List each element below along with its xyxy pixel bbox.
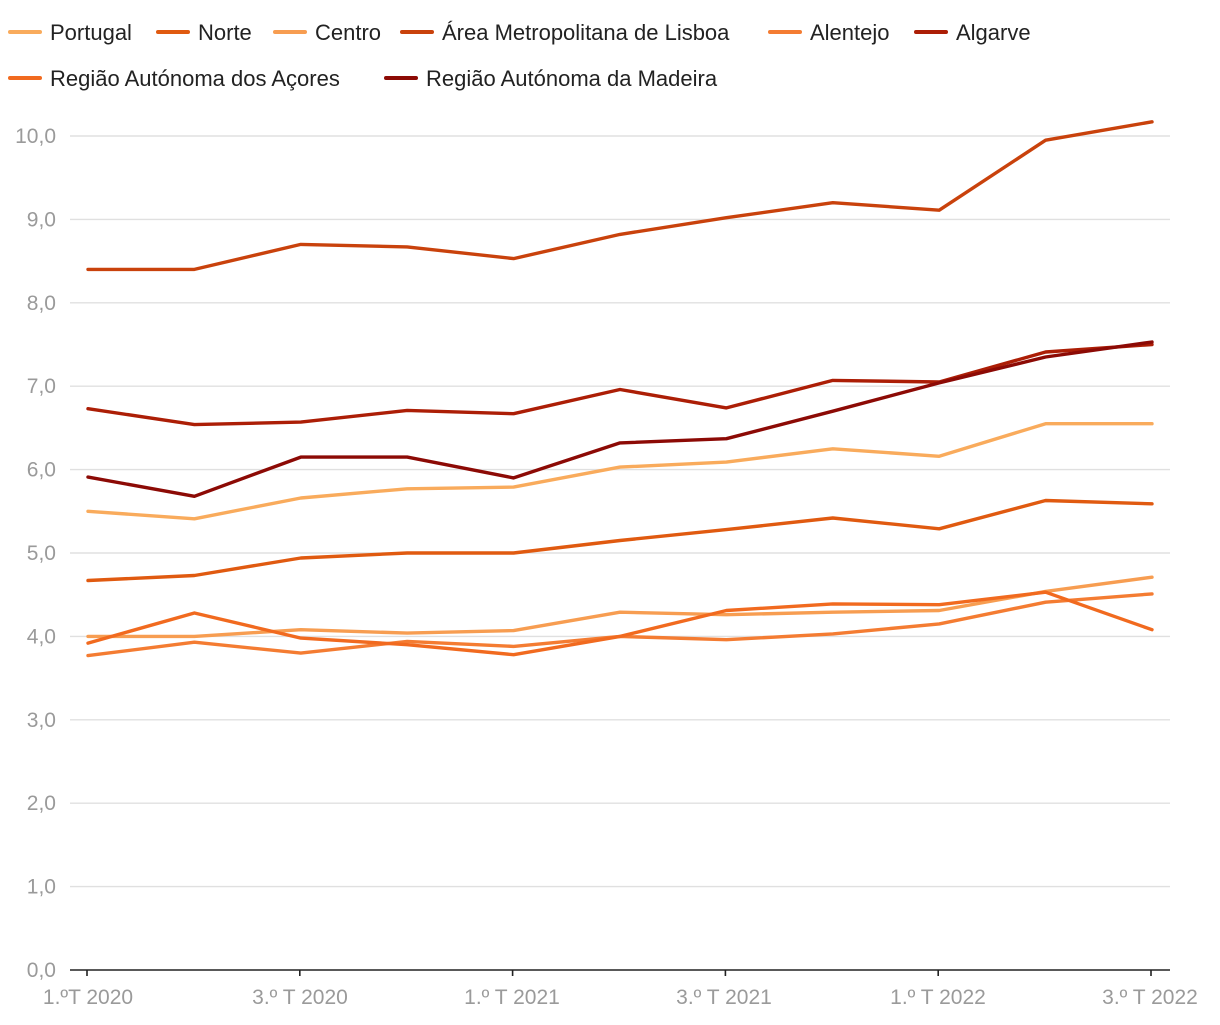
- legend-label: Área Metropolitana de Lisboa: [442, 20, 730, 45]
- x-tick-label: 3.º T 2022: [1102, 986, 1198, 1009]
- y-axis: 0,0 1,0 2,0 3,0 4,0 5,0 6,0 7,0 8,0 9,0 10,0: [15, 125, 56, 982]
- series-group: [86, 120, 1154, 658]
- y-tick-label: 4,0: [27, 625, 56, 648]
- y-tick-label: 1,0: [27, 876, 56, 899]
- x-tick-label: 1.ºT 2020: [43, 986, 133, 1009]
- x-axis: 1.ºT 2020 3.º T 2020 1.º T 2021 3.º T 2021 1…: [43, 969, 1198, 1009]
- legend-label: Região Autónoma da Madeira: [426, 66, 718, 91]
- legend-label: Centro: [315, 20, 381, 45]
- y-tick-label: 9,0: [27, 208, 56, 231]
- series-line-2: [86, 498, 1154, 583]
- legend-item-8[interactable]: Região Autónoma da Madeira: [384, 66, 718, 91]
- series-line-6: [86, 342, 1154, 427]
- series-line-8: [86, 340, 1154, 498]
- y-tick-label: 6,0: [27, 459, 56, 482]
- y-tick-label: 8,0: [27, 292, 56, 315]
- y-tick-label: 7,0: [27, 375, 56, 398]
- y-tick-label: 0,0: [27, 959, 56, 982]
- legend-label: Portugal: [50, 20, 132, 45]
- series-line-1: [86, 422, 1154, 521]
- grid: [70, 135, 1170, 888]
- legend-label: Algarve: [956, 20, 1031, 45]
- x-tick-label: 1.º T 2021: [464, 986, 560, 1009]
- series-line-7: [86, 590, 1154, 657]
- series-line-4: [86, 120, 1154, 272]
- x-tick-label: 3.º T 2021: [676, 986, 772, 1009]
- legend-item-6[interactable]: Algarve: [914, 20, 1031, 45]
- y-tick-label: 2,0: [27, 792, 56, 815]
- legend-item-3[interactable]: Centro: [273, 20, 381, 45]
- legend: Portugal Norte Centro Área Metropolitana de…: [8, 20, 1031, 91]
- legend-label: Alentejo: [810, 20, 890, 45]
- x-tick-label: 3.º T 2020: [252, 986, 348, 1009]
- y-tick-label: 10,0: [15, 125, 56, 148]
- legend-item-4[interactable]: Área Metropolitana de Lisboa: [400, 20, 730, 45]
- legend-label: Norte: [198, 20, 252, 45]
- legend-item-1[interactable]: Portugal: [8, 20, 132, 45]
- x-tick-label: 1.º T 2022: [890, 986, 986, 1009]
- series-line-3: [86, 575, 1154, 639]
- y-tick-label: 5,0: [27, 542, 56, 565]
- legend-item-2[interactable]: Norte: [156, 20, 252, 45]
- y-tick-label: 3,0: [27, 709, 56, 732]
- legend-label: Região Autónoma dos Açores: [50, 66, 340, 91]
- legend-item-7[interactable]: Região Autónoma dos Açores: [8, 66, 340, 91]
- legend-item-5[interactable]: Alentejo: [768, 20, 890, 45]
